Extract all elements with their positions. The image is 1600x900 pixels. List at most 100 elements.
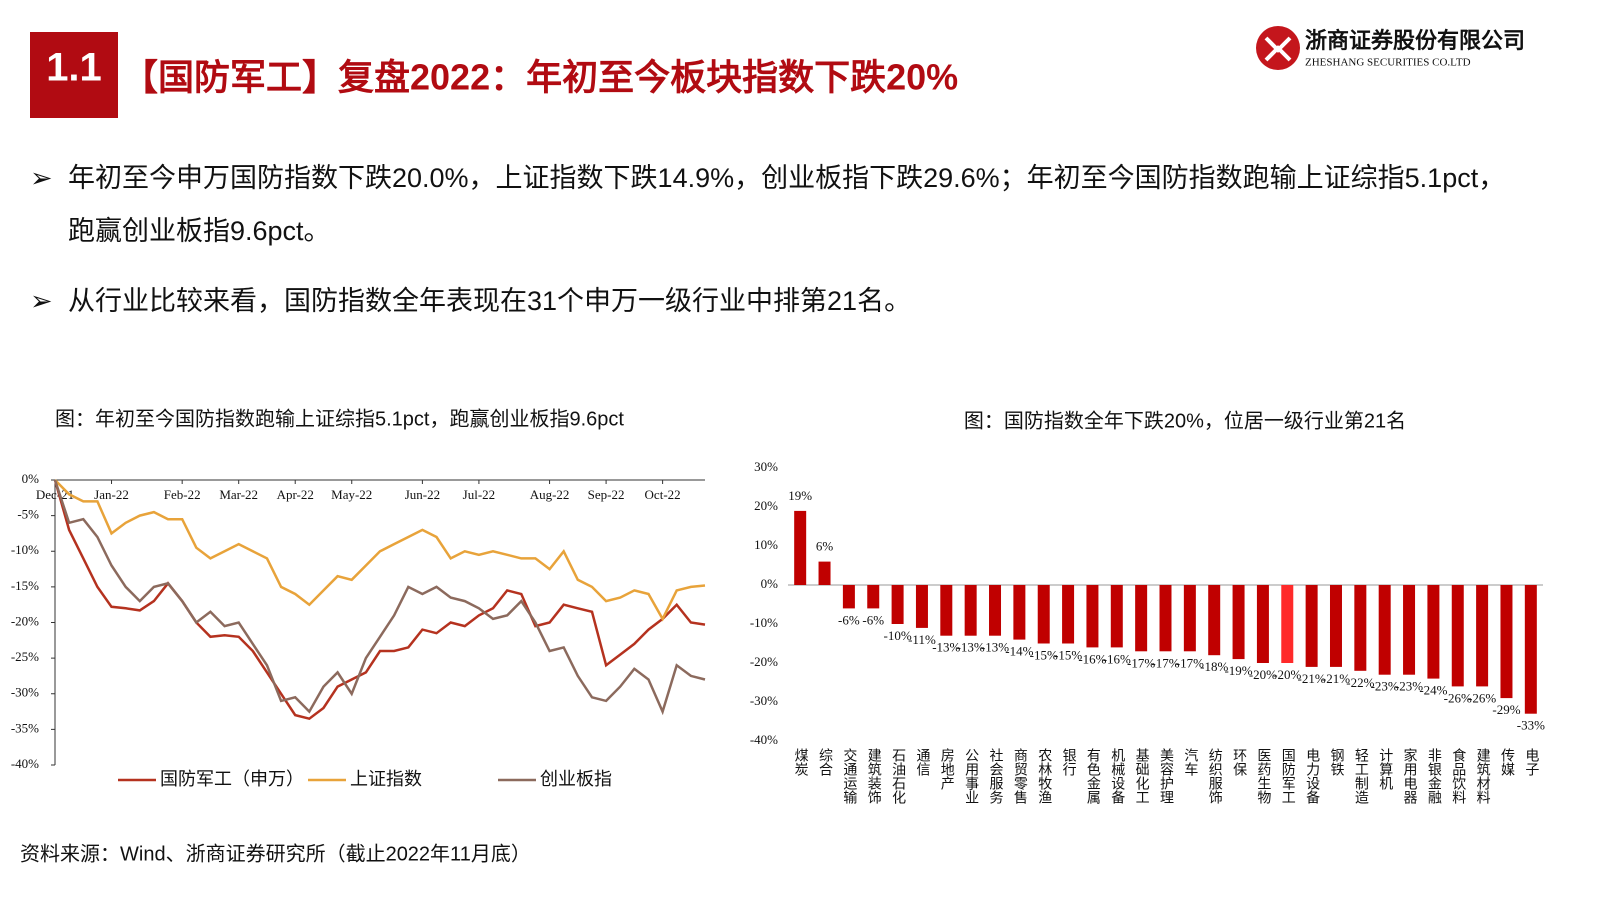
- y-tick-label: -40%: [11, 756, 39, 771]
- bullet-text: 年初至今申万国防指数下跌20.0%，上证指数下跌14.9%，创业板指下跌29.6…: [68, 163, 1506, 246]
- bar-label: -15%: [1030, 647, 1058, 662]
- legend-label: 创业板指: [540, 769, 612, 789]
- x-tick-label: 美容护理: [1158, 748, 1174, 804]
- x-tick-label: Feb-22: [164, 487, 201, 502]
- x-tick-label: 医药生物: [1255, 748, 1271, 805]
- series-line: [53, 479, 706, 716]
- bar: [1476, 585, 1489, 687]
- bar-label: -23%: [1395, 679, 1423, 694]
- bar-label: -20%: [1249, 667, 1277, 682]
- y-tick-label: 0%: [22, 471, 40, 486]
- bar: [818, 561, 831, 585]
- series-line: [54, 479, 706, 622]
- bar-label: -17%: [1151, 655, 1179, 670]
- bar: [1159, 585, 1172, 652]
- x-tick-label: 环保: [1231, 748, 1247, 776]
- bar-label: -18%: [1200, 659, 1228, 674]
- x-tick-label: 食品饮料: [1450, 747, 1466, 804]
- bar: [1378, 585, 1391, 675]
- bar: [1524, 585, 1537, 714]
- bar: [1086, 585, 1099, 648]
- slide-title: 【国防军工】复盘2022：年初至今板块指数下跌20%: [122, 57, 958, 98]
- bar-label: -26%: [1468, 690, 1496, 705]
- x-tick-label: 煤炭: [793, 748, 809, 776]
- x-tick-label: 社会服务: [988, 748, 1004, 804]
- bar-label: -6%: [862, 612, 884, 627]
- x-tick-label: Apr-22: [277, 487, 314, 502]
- bar-label: -21%: [1322, 671, 1350, 686]
- x-tick-label: 基础化工: [1134, 747, 1150, 804]
- bar: [915, 585, 928, 628]
- bar-label: -11%: [908, 632, 936, 647]
- bar: [842, 585, 855, 609]
- y-tick-label: 30%: [754, 459, 778, 474]
- y-tick-label: -10%: [750, 615, 778, 630]
- bullet-text: 从行业比较来看，国防指数全年表现在31个申万一级行业中排第21名。: [68, 286, 912, 316]
- bar: [1500, 585, 1513, 699]
- x-tick-label: Jan-22: [94, 487, 129, 502]
- x-tick-label: 汽车: [1182, 748, 1198, 776]
- bar-label: -33%: [1517, 718, 1545, 733]
- x-tick-label: 房地产: [939, 748, 955, 791]
- badge-text: 1.1: [46, 46, 102, 90]
- bar-label: -21%: [1298, 671, 1326, 686]
- bar: [1232, 585, 1245, 660]
- bar: [1037, 585, 1050, 644]
- y-tick-label: -10%: [11, 542, 39, 557]
- bar-label: 6%: [816, 539, 834, 554]
- bullet: ➢ 从行业比较来看，国防指数全年表现在31个申万一级行业中排第21名。: [30, 275, 1530, 328]
- bar: [1354, 585, 1367, 671]
- x-tick-label: 建筑材料: [1475, 748, 1491, 804]
- bar-label: -13%: [957, 640, 985, 655]
- x-tick-label: 钢铁: [1328, 748, 1344, 776]
- x-tick-label: 通信: [914, 748, 930, 776]
- x-tick-label: 电力设备: [1304, 748, 1320, 804]
- bar-label: -19%: [1224, 663, 1252, 678]
- bar: [1281, 585, 1294, 663]
- source: 资料来源：Wind、浙商证券研究所（截止2022年11月底）: [20, 842, 531, 865]
- company: 浙商证券股份有限公司: [1305, 28, 1525, 53]
- y-tick-label: -5%: [17, 507, 39, 522]
- bar: [1062, 585, 1075, 644]
- y-tick-label: -30%: [750, 693, 778, 708]
- bar-label: -20%: [1273, 667, 1301, 682]
- x-tick-label: 传媒: [1499, 748, 1515, 776]
- x-tick-label: Aug-22: [530, 487, 570, 502]
- bar-label: -13%: [932, 640, 960, 655]
- bar: [1329, 585, 1342, 667]
- y-tick-label: -30%: [11, 685, 39, 700]
- bar-label: -17%: [1176, 655, 1204, 670]
- x-tick-label: 石油石化: [890, 748, 906, 805]
- badge: [30, 32, 118, 118]
- x-tick-label: Mar-22: [219, 487, 258, 502]
- x-tick-label: 轻工制造: [1353, 748, 1369, 805]
- bar-label: -23%: [1371, 679, 1399, 694]
- x-tick-label: 计算机: [1377, 748, 1393, 791]
- bar-label: -22%: [1346, 675, 1374, 690]
- bar: [1451, 585, 1464, 687]
- bar: [1135, 585, 1148, 652]
- series-line: [53, 479, 706, 721]
- x-tick-label: 农林牧渔: [1036, 748, 1052, 804]
- y-tick-label: 0%: [761, 576, 779, 591]
- y-tick-label: -35%: [11, 720, 39, 735]
- y-tick-label: -20%: [750, 654, 778, 669]
- bar: [1110, 585, 1123, 648]
- bar: [1427, 585, 1440, 679]
- x-tick-label: 机械设备: [1109, 748, 1125, 804]
- legend-label: 国防军工（申万）: [160, 769, 304, 789]
- bar-label: 19%: [788, 488, 812, 503]
- bar-label: -6%: [838, 612, 860, 627]
- y-tick-label: -20%: [11, 613, 39, 628]
- x-tick-label: 非银金融: [1426, 748, 1442, 804]
- y-tick-label: 10%: [754, 537, 778, 552]
- x-tick-label: 商贸零售: [1012, 748, 1028, 804]
- company-en: ZHESHANG SECURITIES CO.LTD: [1305, 57, 1471, 69]
- chart-title: 图：国防指数全年下跌20%，位居一级行业第21名: [964, 409, 1406, 432]
- x-tick-label: Jun-22: [405, 487, 440, 502]
- y-tick-label: -15%: [11, 578, 39, 593]
- bar: [940, 585, 953, 636]
- chart-title: 图：年初至今国防指数跑输上证综指5.1pct，跑赢创业板指9.6pct: [55, 407, 624, 430]
- legend-label: 上证指数: [350, 769, 422, 789]
